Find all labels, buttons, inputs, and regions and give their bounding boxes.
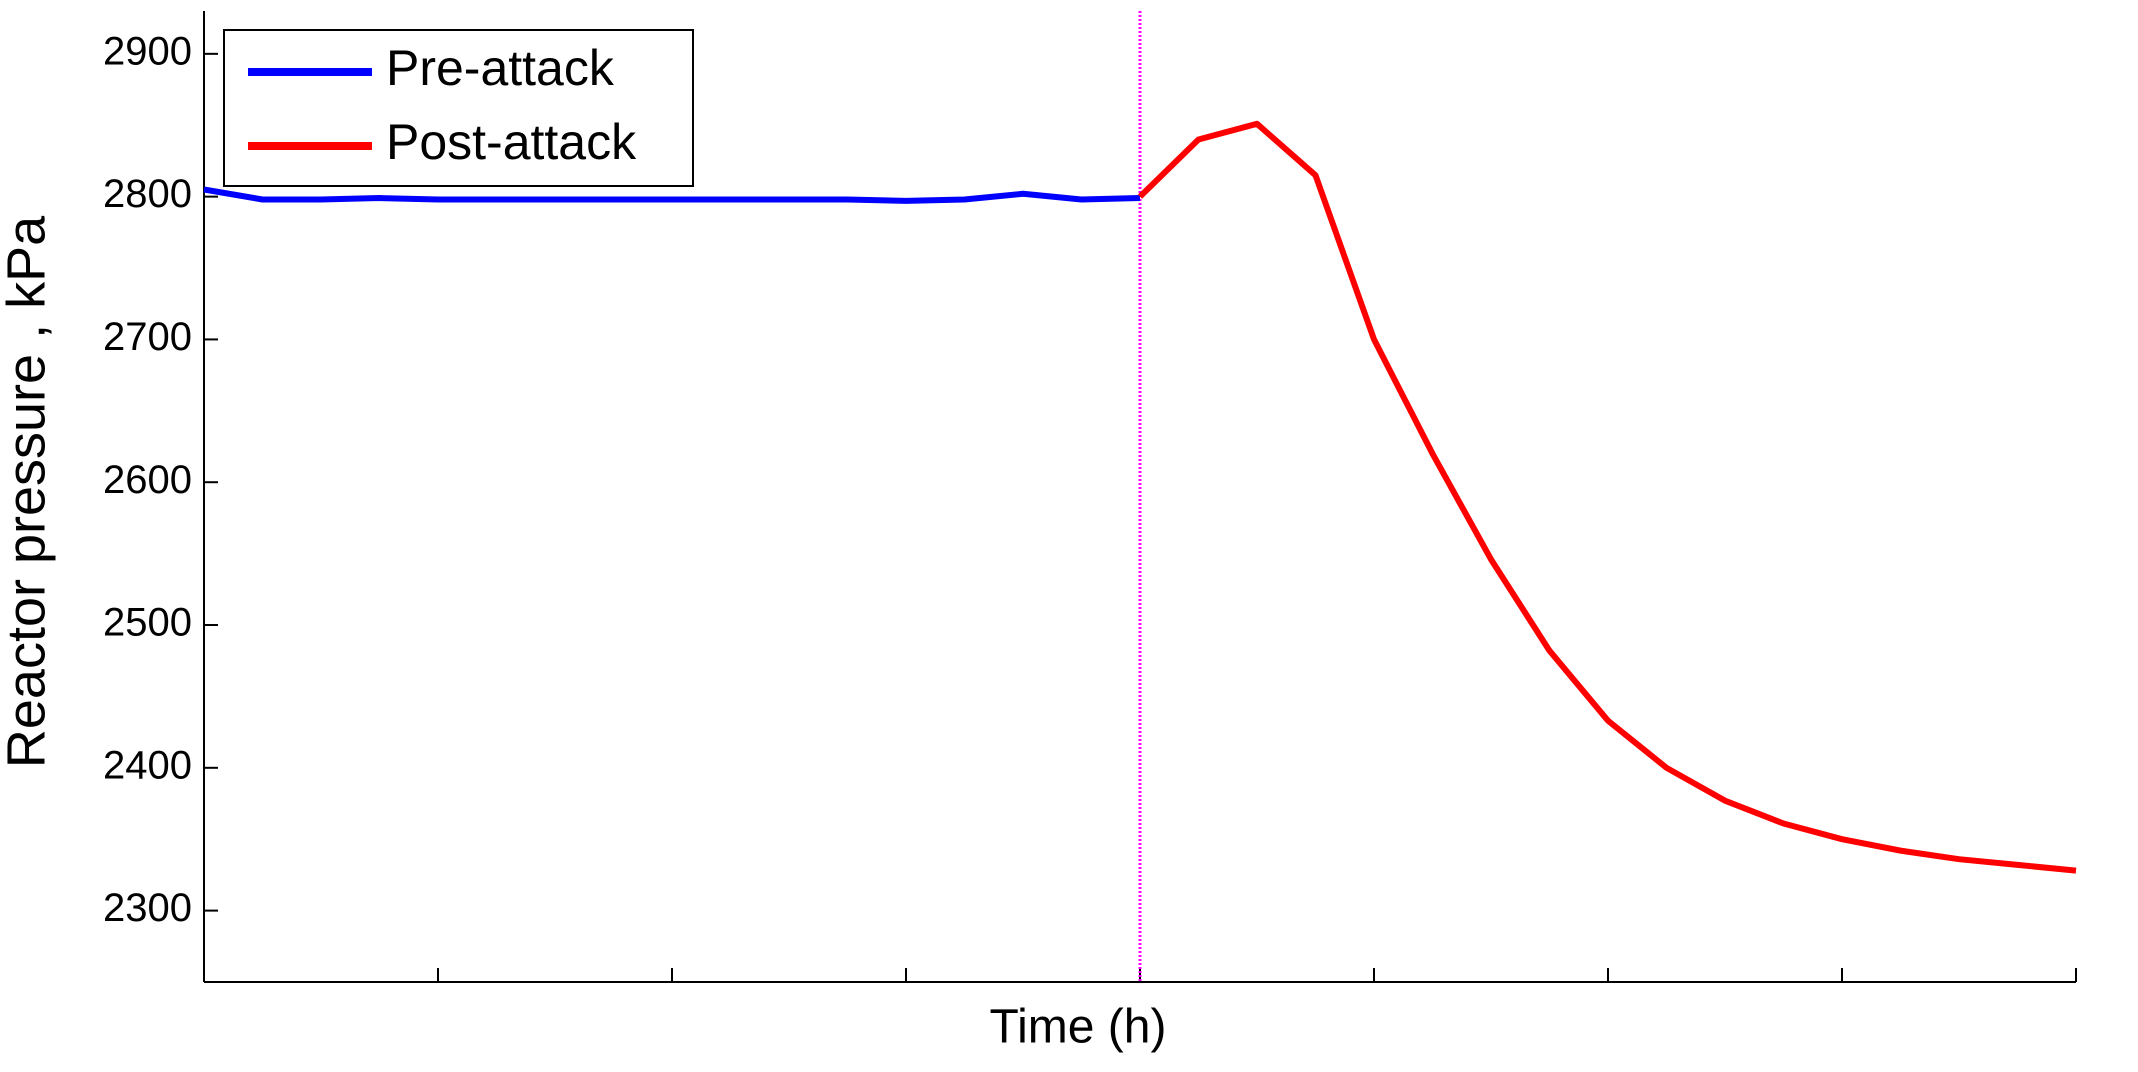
series-line <box>1137 120 2077 874</box>
x-axis-label: Time (h) <box>990 1001 1167 1054</box>
legend-box <box>223 29 694 187</box>
y-tick-label: 2500 <box>103 601 192 645</box>
y-axis-label: Reactor pressure , kPa <box>0 215 56 768</box>
y-tick-label: 2300 <box>103 886 192 930</box>
series-line <box>203 186 1141 204</box>
legend-label: Pre-attack <box>386 40 615 96</box>
y-tick-label: 2900 <box>103 29 192 73</box>
y-tick-label: 2800 <box>103 172 192 216</box>
legend-label: Post-attack <box>386 114 637 170</box>
y-tick-label: 2400 <box>103 743 192 787</box>
y-tick-label: 2600 <box>103 458 192 502</box>
y-tick-label: 2700 <box>103 315 192 359</box>
